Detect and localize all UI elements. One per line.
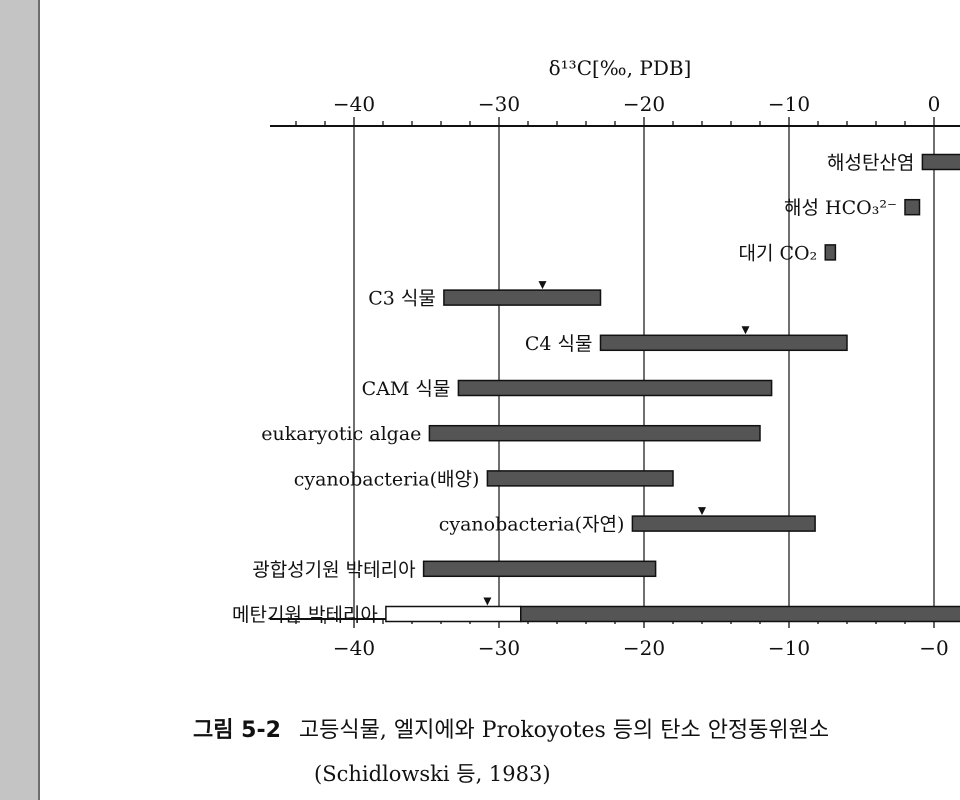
bottom-tick-label: −10 (768, 636, 810, 660)
range-bar (599, 334, 848, 352)
range-bar-label: 메탄기원 박테리아 (232, 604, 378, 626)
range-bar-row: cyanobacteria(배양) (294, 468, 674, 490)
range-bar-label: C4 식물 (525, 333, 593, 355)
caption-citation: (Schidlowski 등, 1983) (314, 762, 551, 786)
range-bar (486, 470, 674, 487)
range-bar-label: CAM 식물 (362, 378, 451, 400)
range-bar-label: eukaryotic algae (261, 423, 421, 445)
range-bar-hollow (385, 605, 522, 623)
figure-caption: 그림 5-2 고등식물, 엘지에와 Prokoyotes 등의 탄소 안정동위원소… (193, 712, 829, 788)
top-tick-label: −20 (623, 92, 665, 116)
range-bar-label: cyanobacteria(배양) (294, 468, 480, 490)
range-bar-label: 해성 HCO₃²⁻ (784, 197, 897, 219)
range-bar-row: 해성탄산염 (827, 152, 960, 174)
range-bar-label: 대기 CO₂ (739, 242, 818, 264)
range-bar-row: 대기 CO₂ (739, 242, 837, 264)
median-marker (538, 281, 547, 290)
range-bar-row: CAM 식물 (362, 378, 773, 400)
range-bar-row: C3 식물 (368, 281, 602, 310)
scan-margin-strip (0, 0, 40, 800)
range-bar-label: 광합성기원 박테리아 (252, 559, 415, 581)
caption-text: 고등식물, 엘지에와 Prokoyotes 등의 탄소 안정동위원소 (298, 718, 830, 743)
median-marker (741, 326, 750, 335)
top-tick-label: 0 (928, 92, 941, 116)
top-tick-label: −30 (478, 92, 520, 116)
range-bar-row: 해성 HCO₃²⁻ (784, 197, 921, 219)
range-bar (824, 244, 837, 261)
bottom-tick-label: −0 (919, 636, 948, 660)
range-bar (457, 379, 773, 397)
range-bar (422, 560, 657, 578)
figure-number: 그림 5-2 (193, 718, 281, 743)
range-bar-label: cyanobacteria(자연) (439, 514, 625, 536)
range-bar (921, 153, 960, 171)
top-tick-label: −10 (768, 92, 810, 116)
range-bar (443, 289, 602, 306)
chart-title: δ¹³C[‰, PDB] (549, 56, 692, 80)
range-bar-label: C3 식물 (368, 288, 436, 310)
bottom-tick-label: −40 (333, 636, 375, 660)
median-marker (483, 597, 492, 606)
range-bar-row: 메탄기원 박테리아 (232, 597, 960, 626)
median-marker (698, 507, 706, 516)
range-bar-row: 광합성기원 박테리아 (252, 559, 657, 581)
top-tick-label: −40 (333, 92, 375, 116)
bottom-tick-label: −30 (478, 636, 520, 660)
range-bar (428, 424, 761, 442)
range-bar (631, 515, 816, 532)
range-bar-row: eukaryotic algae (261, 423, 761, 445)
bottom-tick-label: −20 (623, 636, 665, 660)
range-bar-label: 해성탄산염 (827, 152, 914, 174)
range-bar (904, 198, 921, 216)
range-bar-row: C4 식물 (525, 326, 848, 355)
range-bar (520, 605, 960, 623)
range-bar-row: cyanobacteria(자연) (439, 507, 816, 536)
